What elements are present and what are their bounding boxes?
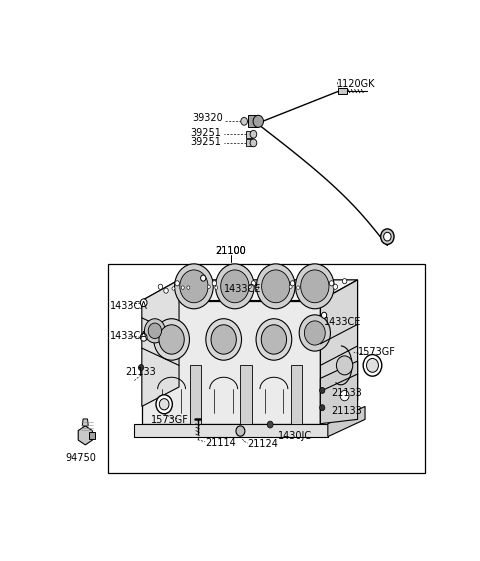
Text: 21114: 21114 bbox=[205, 438, 236, 448]
Circle shape bbox=[164, 288, 168, 293]
Text: 21133: 21133 bbox=[125, 367, 156, 377]
Circle shape bbox=[180, 270, 208, 303]
Text: 39320: 39320 bbox=[192, 113, 223, 123]
Circle shape bbox=[181, 286, 184, 289]
Circle shape bbox=[250, 139, 257, 147]
Polygon shape bbox=[248, 115, 258, 127]
Bar bbox=[108, 264, 424, 473]
Polygon shape bbox=[321, 280, 358, 424]
Polygon shape bbox=[142, 280, 358, 301]
Circle shape bbox=[159, 325, 184, 354]
Circle shape bbox=[159, 399, 169, 410]
Polygon shape bbox=[142, 301, 321, 424]
Text: 39251: 39251 bbox=[190, 137, 221, 147]
Polygon shape bbox=[321, 361, 358, 424]
Circle shape bbox=[333, 284, 337, 289]
Circle shape bbox=[296, 264, 334, 309]
Polygon shape bbox=[328, 406, 365, 436]
Circle shape bbox=[172, 287, 175, 290]
Polygon shape bbox=[190, 365, 202, 424]
Circle shape bbox=[241, 117, 248, 125]
Circle shape bbox=[187, 286, 190, 289]
Text: 21100: 21100 bbox=[216, 246, 247, 256]
Circle shape bbox=[320, 404, 325, 411]
Circle shape bbox=[256, 264, 295, 309]
Polygon shape bbox=[338, 89, 347, 94]
Circle shape bbox=[221, 270, 249, 303]
Circle shape bbox=[158, 284, 163, 289]
Circle shape bbox=[251, 280, 256, 286]
Circle shape bbox=[236, 426, 245, 436]
Text: 1573GF: 1573GF bbox=[151, 415, 189, 425]
Circle shape bbox=[216, 264, 254, 309]
Text: 1120GK: 1120GK bbox=[337, 79, 376, 89]
Circle shape bbox=[154, 319, 190, 360]
Circle shape bbox=[256, 286, 259, 289]
Circle shape bbox=[175, 264, 213, 309]
Text: 39251: 39251 bbox=[190, 128, 221, 139]
Circle shape bbox=[144, 319, 165, 343]
Circle shape bbox=[289, 285, 292, 288]
Circle shape bbox=[261, 325, 287, 354]
Circle shape bbox=[256, 319, 292, 360]
Circle shape bbox=[140, 333, 147, 341]
Circle shape bbox=[267, 421, 273, 428]
Circle shape bbox=[320, 388, 325, 393]
Circle shape bbox=[253, 115, 264, 127]
Text: 1433CE: 1433CE bbox=[324, 317, 361, 327]
Polygon shape bbox=[83, 419, 88, 426]
Circle shape bbox=[299, 315, 330, 351]
Circle shape bbox=[215, 286, 218, 289]
Circle shape bbox=[140, 299, 147, 307]
Polygon shape bbox=[134, 424, 328, 436]
Polygon shape bbox=[290, 365, 302, 424]
Text: 1433CA: 1433CA bbox=[110, 331, 148, 341]
Circle shape bbox=[262, 270, 290, 303]
Text: 94750: 94750 bbox=[65, 453, 96, 463]
Polygon shape bbox=[246, 140, 253, 146]
Text: 1430JC: 1430JC bbox=[277, 431, 312, 441]
Text: 1433CA: 1433CA bbox=[110, 301, 148, 311]
Circle shape bbox=[139, 365, 144, 371]
Polygon shape bbox=[246, 131, 253, 138]
Circle shape bbox=[207, 285, 210, 288]
Circle shape bbox=[322, 312, 327, 318]
Circle shape bbox=[384, 232, 391, 241]
Circle shape bbox=[367, 358, 378, 373]
Text: 21124: 21124 bbox=[247, 439, 278, 449]
Circle shape bbox=[148, 323, 162, 339]
Circle shape bbox=[201, 275, 206, 281]
Text: 21133: 21133 bbox=[332, 388, 362, 398]
Circle shape bbox=[156, 395, 172, 414]
Circle shape bbox=[300, 270, 329, 303]
Circle shape bbox=[206, 319, 241, 360]
Circle shape bbox=[381, 229, 394, 245]
Circle shape bbox=[290, 280, 295, 286]
Text: 21100: 21100 bbox=[216, 246, 247, 256]
Circle shape bbox=[336, 356, 353, 375]
Circle shape bbox=[175, 280, 180, 286]
Text: 1433CE: 1433CE bbox=[224, 284, 261, 294]
Polygon shape bbox=[142, 280, 179, 406]
Circle shape bbox=[329, 280, 334, 286]
Circle shape bbox=[250, 130, 257, 138]
Circle shape bbox=[363, 355, 382, 376]
Text: 21133: 21133 bbox=[332, 406, 362, 416]
Circle shape bbox=[342, 279, 347, 284]
Circle shape bbox=[297, 286, 300, 289]
Circle shape bbox=[248, 285, 251, 288]
Circle shape bbox=[304, 321, 325, 345]
Circle shape bbox=[340, 390, 349, 401]
Circle shape bbox=[212, 280, 216, 286]
Circle shape bbox=[211, 325, 236, 354]
Polygon shape bbox=[78, 426, 92, 445]
Text: 1573GF: 1573GF bbox=[358, 347, 396, 357]
Polygon shape bbox=[240, 365, 252, 424]
Polygon shape bbox=[89, 432, 95, 439]
